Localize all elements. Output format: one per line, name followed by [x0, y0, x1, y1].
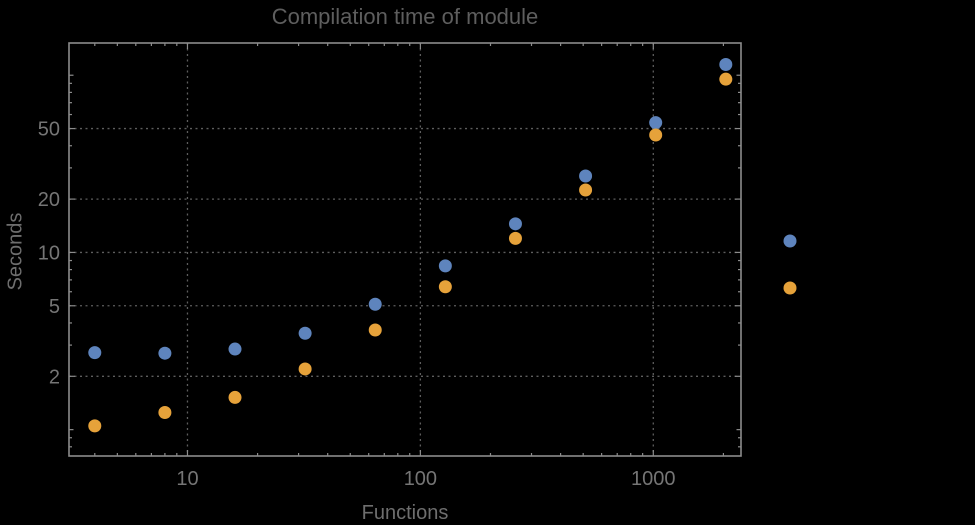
- blue-series-point: [368, 297, 382, 311]
- y-tick-label: 2: [49, 366, 60, 388]
- orange-series-point: [298, 362, 312, 376]
- chart-title: Compilation time of module: [271, 4, 539, 29]
- legend-marker-blue-series: [783, 234, 797, 248]
- x-tick-label: 10: [176, 468, 198, 490]
- x-tick-label: 1000: [631, 468, 676, 490]
- blue-series-point: [579, 169, 593, 183]
- blue-series-point: [508, 217, 522, 231]
- orange-series-point: [649, 128, 663, 142]
- orange-series-point: [508, 231, 522, 245]
- legend-marker-orange-series: [783, 281, 797, 295]
- orange-series-point: [158, 405, 172, 419]
- blue-series-point: [158, 346, 172, 360]
- orange-series-point: [579, 183, 593, 197]
- orange-series-point: [88, 419, 102, 433]
- y-tick-label: 20: [38, 189, 60, 211]
- blue-series-point: [719, 57, 733, 71]
- plot-frame: [68, 42, 742, 457]
- blue-series-point: [88, 346, 102, 360]
- x-axis-label: Functions: [361, 502, 449, 524]
- orange-series-point: [438, 280, 452, 294]
- orange-series-point: [719, 72, 733, 86]
- blue-series-point: [228, 342, 242, 356]
- blue-series-point: [649, 116, 663, 130]
- y-tick-label: 5: [49, 296, 60, 318]
- x-tick-label: 100: [404, 468, 437, 490]
- y-tick-label: 50: [38, 119, 60, 141]
- blue-series-point: [298, 326, 312, 340]
- blue-series-point: [438, 259, 452, 273]
- y-tick-label: 10: [38, 242, 60, 264]
- orange-series-point: [368, 323, 382, 337]
- orange-series-point: [228, 390, 242, 404]
